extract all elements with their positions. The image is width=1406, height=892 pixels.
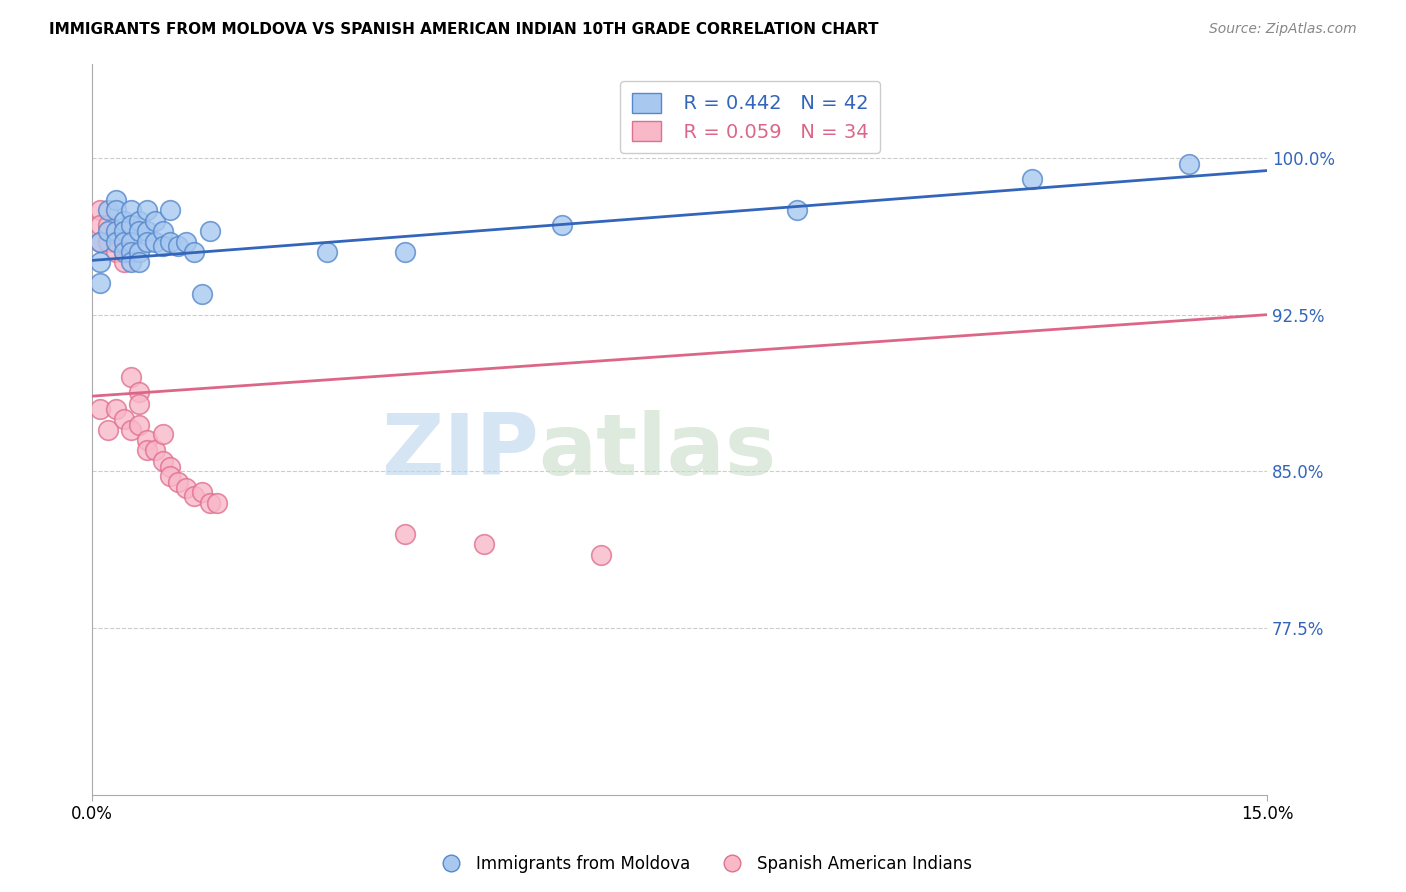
Point (1021, 172, 1043, 186)
Point (198, 496, 221, 510)
Point (174, 235, 197, 249)
Point (120, 203, 142, 218)
Point (128, 384, 150, 399)
Point (786, 203, 808, 218)
Point (128, 397, 150, 411)
Point (112, 213, 135, 227)
Point (551, 218, 574, 232)
Point (1177, 157, 1199, 171)
Point (112, 224, 135, 238)
Point (183, 489, 205, 503)
Point (207, 496, 229, 510)
Text: Source: ZipAtlas.com: Source: ZipAtlas.com (1209, 22, 1357, 37)
Point (136, 203, 159, 218)
Point (143, 443, 166, 458)
Text: ZIP: ZIP (381, 410, 538, 493)
Point (152, 239, 174, 253)
Point (97, 203, 120, 218)
Point (128, 255, 150, 269)
Point (128, 245, 150, 260)
Point (97, 235, 120, 249)
Point (159, 235, 181, 249)
Point (120, 245, 142, 260)
Point (112, 245, 135, 260)
Point (104, 245, 127, 260)
Point (183, 245, 205, 260)
Point (128, 224, 150, 238)
Point (159, 468, 181, 483)
Point (159, 203, 181, 218)
Point (472, 537, 495, 551)
Point (120, 370, 142, 384)
Point (104, 224, 127, 238)
Point (152, 454, 174, 468)
Legend: Immigrants from Moldova, Spanish American Indians: Immigrants from Moldova, Spanish America… (427, 848, 979, 880)
Point (316, 245, 339, 260)
Point (191, 286, 214, 301)
Point (89, 235, 111, 249)
Point (104, 235, 127, 249)
Point (120, 423, 142, 437)
Point (112, 235, 135, 249)
Point (112, 412, 135, 426)
Point (136, 235, 159, 249)
Text: IMMIGRANTS FROM MOLDOVA VS SPANISH AMERICAN INDIAN 10TH GRADE CORRELATION CHART: IMMIGRANTS FROM MOLDOVA VS SPANISH AMERI… (49, 22, 879, 37)
Point (89, 277, 111, 291)
Point (143, 235, 166, 249)
Point (112, 245, 135, 260)
Point (136, 224, 159, 238)
Point (104, 193, 127, 207)
Point (167, 239, 190, 253)
Point (198, 224, 221, 238)
Point (591, 548, 613, 562)
Point (97, 423, 120, 437)
Point (167, 475, 190, 489)
Point (120, 218, 142, 232)
Point (152, 426, 174, 441)
Point (104, 235, 127, 249)
Legend:   R = 0.442   N = 42,   R = 0.059   N = 34: R = 0.442 N = 42, R = 0.059 N = 34 (620, 81, 880, 153)
Point (89, 401, 111, 416)
Point (89, 235, 111, 249)
Point (136, 433, 159, 447)
Point (191, 485, 214, 500)
Point (89, 218, 111, 232)
Point (394, 245, 416, 260)
Point (97, 224, 120, 238)
Point (112, 255, 135, 269)
Point (97, 218, 120, 232)
Point (394, 527, 416, 541)
Point (120, 235, 142, 249)
Point (174, 481, 197, 495)
Point (159, 460, 181, 475)
Point (120, 255, 142, 269)
Point (104, 401, 127, 416)
Text: atlas: atlas (538, 410, 778, 493)
Point (128, 418, 150, 433)
Point (152, 224, 174, 238)
Point (136, 443, 159, 458)
Point (104, 203, 127, 218)
Point (128, 213, 150, 227)
Point (89, 203, 111, 218)
Point (89, 255, 111, 269)
Point (143, 213, 166, 227)
